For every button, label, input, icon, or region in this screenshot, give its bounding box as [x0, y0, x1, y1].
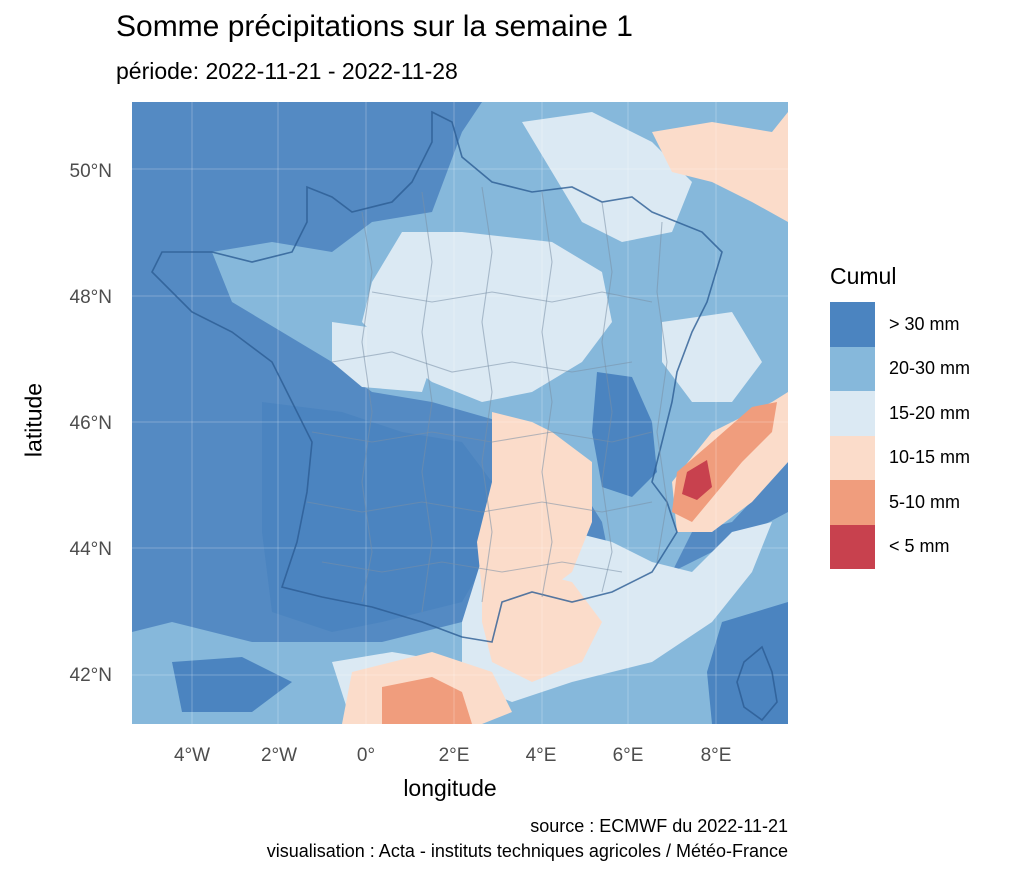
x-tick-label: 2°E — [438, 745, 470, 766]
zone-5-10mm-balearic — [382, 677, 472, 724]
y-tick-label: 48°N — [69, 287, 112, 308]
legend-swatch — [830, 524, 875, 569]
y-tick-label: 44°N — [69, 539, 112, 560]
legend-swatch — [830, 480, 875, 525]
zone-over-30mm-spain — [172, 657, 292, 712]
source-caption: source : ECMWF du 2022-11-21 — [530, 816, 788, 836]
x-tick-label: 6°E — [612, 745, 644, 766]
zone-over-30mm-south-west — [262, 402, 497, 632]
x-tick-label: 4°W — [173, 745, 211, 766]
legend-swatch — [830, 302, 875, 347]
zone-15-20mm-east — [662, 312, 762, 402]
france-outline — [151, 110, 778, 722]
legend-label: 5-10 mm — [889, 491, 961, 512]
legend-swatch — [830, 346, 875, 391]
legend-item: > 30 mm — [830, 302, 970, 347]
chart-subtitle: période: 2022-11-21 - 2022-11-28 — [116, 58, 458, 84]
legend-label: < 5 mm — [889, 536, 950, 557]
legend-swatch — [830, 391, 875, 436]
legend-label: 10-15 mm — [889, 447, 971, 468]
legend: Cumul > 30 mm 20-30 mm 15-20 mm 10-15 mm… — [830, 263, 970, 569]
map-gridlines — [132, 102, 788, 724]
legend-item: 5-10 mm — [830, 480, 970, 525]
x-tick-label: 2°W — [260, 745, 298, 766]
legend-item: 15-20 mm — [830, 391, 970, 436]
y-tick-label: 50°N — [69, 161, 112, 182]
visualisation-caption: visualisation : Acta - instituts techniq… — [266, 841, 788, 861]
zone-under-5mm-alps — [682, 460, 712, 500]
department-borders — [306, 186, 668, 613]
legend-title: Cumul — [830, 263, 897, 289]
x-axis-title: longitude — [403, 775, 497, 801]
legend-label: > 30 mm — [889, 313, 960, 334]
y-tick-label: 46°N — [69, 413, 112, 434]
zone-over-30mm-rhone — [592, 372, 657, 497]
legend-item: 20-30 mm — [830, 346, 971, 391]
legend-label: 15-20 mm — [889, 402, 971, 423]
zone-10-15mm-north-east — [652, 112, 788, 222]
x-tick-label: 4°E — [525, 745, 557, 766]
chart-title: Somme précipitations sur la semaine 1 — [116, 10, 633, 43]
x-tick-label: 8°E — [700, 745, 732, 766]
legend-swatch — [830, 435, 875, 480]
x-tick-label: 0° — [356, 745, 376, 766]
legend-label: 20-30 mm — [889, 358, 971, 379]
zone-15-20mm-loire — [332, 322, 432, 392]
legend-item: 10-15 mm — [830, 435, 971, 480]
legend-item: < 5 mm — [830, 524, 970, 569]
zone-20-30mm-south — [132, 512, 788, 724]
precipitation-map — [132, 102, 788, 724]
zone-over-30mm-corsica — [707, 602, 788, 724]
y-axis-title: latitude — [20, 382, 47, 458]
y-tick-label: 42°N — [69, 665, 112, 686]
